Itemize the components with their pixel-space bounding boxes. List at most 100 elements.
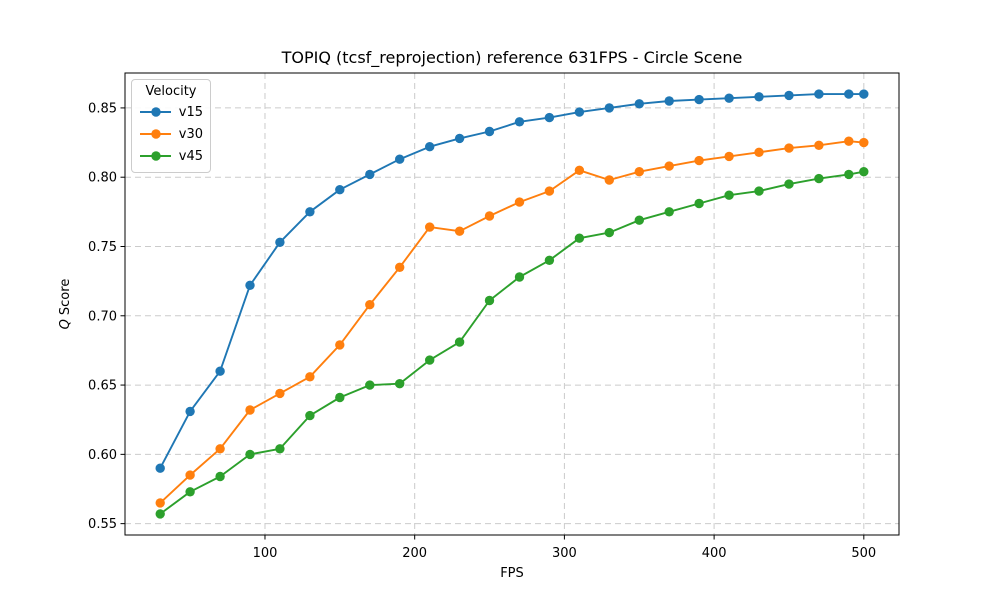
data-point-v45 (454, 337, 465, 347)
data-point-v30 (754, 147, 764, 157)
data-point-v30 (844, 136, 854, 146)
data-point-v15 (544, 112, 555, 123)
data-point-v15 (604, 103, 614, 113)
data-point-v15 (814, 89, 824, 99)
x-tick-label: 200 (402, 546, 427, 561)
legend-marker-v15 (140, 107, 171, 117)
data-point-v30 (664, 161, 674, 171)
data-point-v30 (155, 498, 165, 508)
legend-label: v30 (178, 126, 203, 142)
data-point-v30 (814, 140, 824, 150)
data-point-v30 (859, 137, 869, 148)
grid-layer (125, 73, 899, 535)
data-point-v45 (574, 233, 585, 243)
data-point-v45 (844, 169, 854, 180)
y-axis-label-q: Q (58, 319, 73, 329)
data-point-v45 (425, 355, 435, 365)
data-point-v45 (664, 207, 674, 217)
data-point-v30 (574, 165, 585, 175)
legend-item-v45: v45 (139, 145, 203, 167)
data-point-v30 (275, 388, 285, 399)
data-point-v45 (215, 471, 225, 482)
data-point-v15 (859, 89, 869, 99)
data-point-v45 (754, 186, 764, 196)
legend-dot (151, 151, 161, 161)
x-tick-label: 300 (552, 546, 577, 561)
data-point-v15 (305, 207, 315, 217)
data-point-v30 (215, 444, 225, 454)
y-axis-label: Q Score (58, 279, 73, 330)
y-tick-label: 0.65 (88, 379, 117, 394)
x-tick-label: 400 (702, 546, 727, 561)
data-point-v30 (185, 470, 195, 480)
y-tick-label: 0.75 (88, 240, 117, 255)
data-point-v30 (724, 151, 734, 162)
data-point-v30 (514, 197, 525, 207)
data-point-v30 (454, 226, 465, 236)
legend-dot (151, 107, 161, 117)
legend-item-v30: v30 (139, 123, 203, 145)
data-point-v30 (484, 211, 495, 221)
data-point-v45 (814, 173, 824, 184)
data-point-v15 (245, 280, 255, 290)
data-point-v45 (155, 509, 165, 519)
data-point-v15 (425, 142, 435, 152)
data-point-v45 (305, 410, 315, 421)
data-point-v45 (514, 272, 525, 282)
data-point-v15 (514, 117, 525, 127)
data-point-v45 (694, 198, 704, 209)
data-point-v15 (694, 94, 704, 105)
data-point-v45 (335, 392, 345, 403)
legend-marker-v30 (140, 129, 171, 139)
data-point-v45 (365, 380, 375, 390)
data-point-v30 (604, 175, 614, 185)
data-point-v45 (634, 215, 644, 225)
legend-title: Velocity (145, 84, 197, 99)
data-point-v15 (215, 366, 225, 376)
data-point-v45 (724, 190, 734, 200)
data-point-v45 (185, 487, 195, 497)
data-point-v15 (155, 463, 165, 473)
data-point-v30 (365, 300, 375, 310)
y-tick-label: 0.80 (88, 171, 117, 186)
x-tick-label: 100 (253, 546, 278, 561)
data-point-v30 (634, 167, 644, 177)
chart-title: TOPIQ (tcsf_reprojection) reference 631F… (281, 48, 743, 68)
plot-border (124, 72, 900, 536)
data-point-v15 (784, 90, 794, 101)
legend-marker-v45 (140, 151, 171, 161)
y-axis-label-rest: Score (58, 279, 73, 315)
data-point-v30 (784, 143, 794, 153)
data-point-v45 (395, 379, 405, 389)
data-point-v15 (335, 185, 345, 195)
legend: Velocity v15 v30 v45 (131, 79, 211, 173)
x-axis-label: FPS (500, 566, 524, 581)
data-point-v45 (784, 179, 794, 189)
data-point-v15 (844, 89, 854, 99)
data-point-v15 (754, 92, 764, 102)
data-point-v45 (604, 227, 614, 238)
legend-items: v15 v30 v45 (139, 101, 203, 167)
y-tick-label: 0.85 (88, 101, 117, 116)
axes-layer: 100 200 300 400 500 0.55 0.60 0.65 0.70 0.75 0.80 0… (88, 72, 900, 561)
data-point-v30 (395, 262, 405, 272)
series-line-v45 (159, 170, 864, 515)
data-point-v30 (305, 372, 315, 382)
x-tick-label: 500 (851, 546, 876, 561)
data-point-v15 (724, 93, 734, 103)
data-point-v15 (484, 126, 495, 137)
data-point-v45 (245, 449, 255, 460)
series-layer (155, 89, 869, 519)
data-point-v45 (859, 167, 869, 177)
data-point-v30 (694, 155, 704, 166)
legend-label: v45 (178, 148, 203, 164)
y-tick-label: 0.55 (88, 517, 117, 532)
data-point-v15 (275, 237, 285, 247)
data-point-v15 (454, 133, 465, 144)
data-point-v45 (544, 255, 555, 265)
data-point-v15 (365, 169, 375, 180)
data-point-v45 (275, 444, 285, 454)
data-point-v30 (245, 405, 255, 415)
